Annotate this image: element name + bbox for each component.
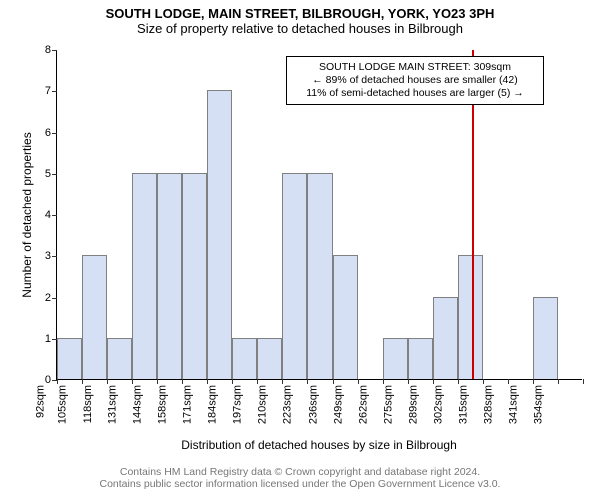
x-tick-mark [232,379,233,384]
x-tick-mark [157,379,158,384]
x-tick-mark [57,379,58,384]
histogram-bar [182,173,207,379]
x-tick-label: 328sqm [482,385,494,424]
x-tick-label: 275sqm [382,385,394,424]
x-tick-label: 171sqm [182,385,194,424]
x-tick-mark [408,379,409,384]
histogram-bar [533,297,558,380]
y-tick-mark [52,50,57,51]
histogram-bar [257,338,282,379]
x-tick-mark [483,379,484,384]
x-tick-mark [583,379,584,384]
chart-area: SOUTH LODGE MAIN STREET: 309sqm ← 89% of… [56,50,582,380]
histogram-bar [282,173,307,379]
x-tick-mark [333,379,334,384]
annotation-line: SOUTH LODGE MAIN STREET: 309sqm [291,61,539,74]
x-tick-mark [257,379,258,384]
y-tick-mark [52,174,57,175]
x-tick-mark [282,379,283,384]
x-tick-mark [558,379,559,384]
footer: Contains HM Land Registry data © Crown c… [0,466,600,490]
histogram-bar [433,297,458,380]
x-tick-mark [182,379,183,384]
y-tick-mark [52,133,57,134]
x-tick-mark [533,379,534,384]
x-tick-label: 223sqm [282,385,294,424]
x-tick-label: 197sqm [232,385,244,424]
x-tick-label: 302sqm [432,385,444,424]
x-tick-mark [433,379,434,384]
x-tick-label: 158sqm [157,385,169,424]
chart-title: SOUTH LODGE, MAIN STREET, BILBROUGH, YOR… [0,0,600,21]
histogram-bar [383,338,408,379]
histogram-bar [307,173,332,379]
x-tick-label: 354sqm [532,385,544,424]
histogram-bar [82,255,107,379]
x-tick-mark [458,379,459,384]
y-tick-mark [52,256,57,257]
annotation-line: ← 89% of detached houses are smaller (42… [291,74,539,87]
x-tick-label: 315sqm [457,385,469,424]
x-tick-mark [383,379,384,384]
x-tick-label: 249sqm [332,385,344,424]
annotation-box: SOUTH LODGE MAIN STREET: 309sqm ← 89% of… [286,56,544,105]
chart-subtitle: Size of property relative to detached ho… [0,21,600,36]
x-tick-mark [107,379,108,384]
x-tick-label: 144sqm [132,385,144,424]
footer-line: Contains HM Land Registry data © Crown c… [0,466,600,478]
y-tick-mark [52,298,57,299]
y-tick-mark [52,339,57,340]
x-tick-label: 118sqm [82,385,94,423]
x-tick-label: 184sqm [207,385,219,424]
x-tick-mark [132,379,133,384]
x-tick-label: 262sqm [357,385,369,424]
x-tick-mark [207,379,208,384]
x-tick-label: 105sqm [56,385,68,424]
x-tick-label: 131sqm [107,385,119,424]
histogram-bar [232,338,257,379]
footer-line: Contains public sector information licen… [0,478,600,490]
figure: SOUTH LODGE, MAIN STREET, BILBROUGH, YOR… [0,0,600,500]
y-tick-mark [52,91,57,92]
y-axis-label: Number of detached properties [20,50,34,380]
x-tick-label: 289sqm [407,385,419,424]
x-tick-label: 341sqm [507,385,519,424]
x-tick-mark [82,379,83,384]
histogram-bar [408,338,433,379]
x-axis-label: Distribution of detached houses by size … [56,438,582,452]
y-tick-mark [52,215,57,216]
histogram-bar [207,90,232,379]
histogram-bar [57,338,82,379]
histogram-bar [458,255,483,379]
x-tick-mark [307,379,308,384]
x-tick-mark [358,379,359,384]
x-tick-mark [508,379,509,384]
plot-region: SOUTH LODGE MAIN STREET: 309sqm ← 89% of… [56,50,582,380]
x-tick-label: 210sqm [257,385,269,424]
histogram-bar [107,338,132,379]
histogram-bar [333,255,358,379]
annotation-line: 11% of semi-detached houses are larger (… [291,87,539,100]
histogram-bar [132,173,157,379]
x-tick-label: 92sqm [34,385,46,418]
histogram-bar [157,173,182,379]
x-tick-label: 236sqm [307,385,319,424]
